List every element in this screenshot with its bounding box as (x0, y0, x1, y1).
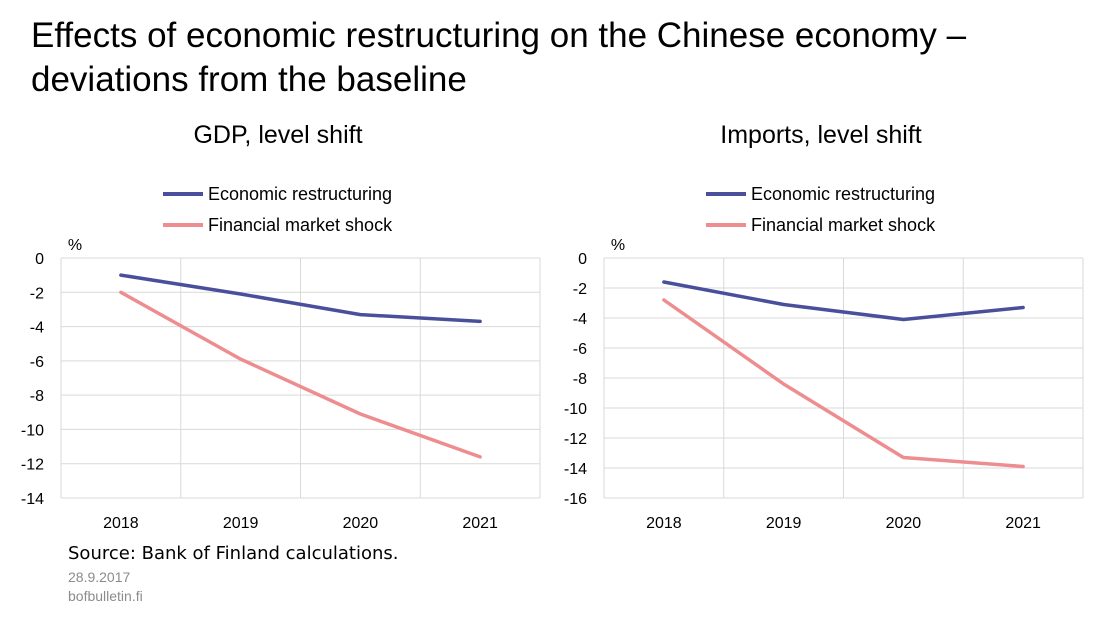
footer-site: bofbulletin.fi (68, 588, 143, 604)
legend-label: Economic restructuring (751, 184, 935, 204)
x-tick-label: 2021 (1005, 515, 1041, 532)
y-tick-label: -6 (30, 354, 44, 371)
gdp-chart-svg: GDP, level shift Economic restructuring Fi… (21, 121, 541, 532)
y-tick-label: -12 (564, 431, 587, 448)
unit-label: % (611, 237, 625, 254)
series-line (662, 298, 1025, 469)
x-tick-label: 2018 (103, 515, 139, 532)
y-tick-label: -8 (573, 371, 587, 388)
gdp-chart: GDP, level shift Economic restructuring Fi… (0, 110, 560, 532)
imports-chart-svg: Imports, level shift Economic restructuri… (564, 121, 1084, 532)
legend-label: Financial market shock (751, 215, 936, 235)
y-tick-label: -10 (21, 422, 44, 439)
page-title: Effects of economic restructuring on the… (31, 16, 967, 99)
y-tick-label: -6 (573, 341, 587, 358)
x-tick-label: 2019 (766, 515, 802, 532)
y-tick-label: -12 (21, 457, 44, 474)
x-tick-label: 2019 (223, 515, 259, 532)
legend-label: Economic restructuring (208, 184, 392, 204)
y-tick-label: -16 (564, 491, 587, 508)
y-tick-label: -4 (30, 320, 44, 337)
y-tick-label: -4 (573, 311, 587, 328)
y-tick-label: -14 (21, 491, 44, 508)
x-tick-label: 2020 (886, 515, 922, 532)
chart-title: Imports, level shift (720, 121, 922, 149)
x-tick-label: 2018 (646, 515, 682, 532)
y-tick-label: 0 (35, 251, 44, 268)
y-tick-label: -2 (30, 285, 44, 302)
x-tick-label: 2020 (343, 515, 379, 532)
series-line (119, 290, 482, 459)
legend-label: Financial market shock (208, 215, 393, 235)
y-tick-label: -10 (564, 401, 587, 418)
series-line (662, 280, 1025, 322)
imports-chart: Imports, level shift Economic restructuri… (543, 110, 1096, 532)
x-tick-label: 2021 (462, 515, 498, 532)
y-tick-label: -14 (564, 461, 587, 478)
y-tick-label: -2 (573, 281, 587, 298)
y-tick-label: -8 (30, 388, 44, 405)
y-tick-label: 0 (578, 251, 587, 268)
source-note: Source: Bank of Finland calculations. (68, 543, 399, 564)
series-line (119, 273, 482, 324)
unit-label: % (68, 237, 82, 254)
chart-title: GDP, level shift (193, 121, 362, 149)
footer-date: 28.9.2017 (68, 569, 131, 585)
